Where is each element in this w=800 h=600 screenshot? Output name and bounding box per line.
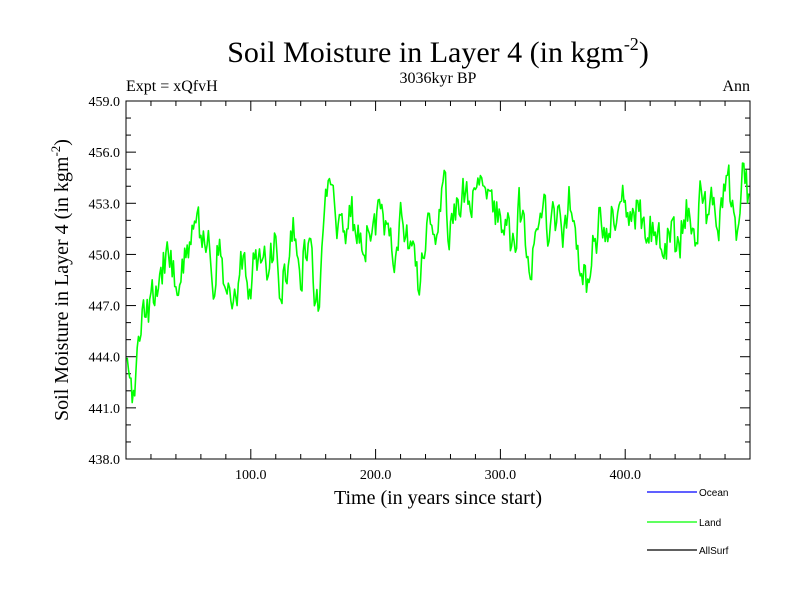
y-tick-label: 459.0	[89, 95, 121, 110]
plot-frame	[125, 100, 751, 460]
y-axis-label-text: Soil Moisture in Layer 4 (in kgm	[51, 156, 73, 421]
axis-tick-labels: 438.0 441.0 444.0 447.0 450.0 453.0 456.0 459.0…	[89, 95, 641, 483]
land-series-line	[126, 162, 750, 404]
y-tick-label: 438.0	[89, 453, 121, 468]
legend-label-ocean: Ocean	[699, 488, 728, 499]
chart-title-text: Soil Moisture in Layer 4 (in kgm	[227, 36, 624, 69]
legend-label-allsurf: AllSurf	[699, 546, 729, 557]
experiment-label: Expt = xQfvH	[126, 78, 218, 95]
axis-ticks	[126, 100, 750, 460]
legend: Ocean Land AllSurf	[647, 488, 729, 557]
y-axis-label-close: )	[51, 139, 73, 146]
y-tick-label: 447.0	[89, 300, 121, 315]
x-axis-label: Time (in years since start)	[334, 487, 542, 509]
x-tick-label: 400.0	[609, 468, 641, 483]
legend-label-land: Land	[699, 518, 721, 529]
y-tick-label: 441.0	[89, 402, 121, 417]
chart-subtitle: 3036kyr BP	[400, 70, 477, 87]
y-tick-label: 456.0	[89, 146, 121, 161]
y-axis-label: Soil Moisture in Layer 4 (in kgm-2)	[48, 139, 73, 421]
x-tick-label: 200.0	[360, 468, 392, 483]
y-tick-label: 450.0	[89, 248, 121, 263]
season-label: Ann	[722, 78, 750, 95]
chart-title: Soil Moisture in Layer 4 (in kgm-2)	[227, 34, 649, 69]
chart-title-close: )	[639, 36, 649, 69]
y-tick-label: 453.0	[89, 197, 121, 212]
y-axis-label-sup: -2	[48, 146, 63, 157]
chart-title-sup: -2	[624, 34, 639, 54]
x-tick-label: 300.0	[485, 468, 517, 483]
y-tick-label: 444.0	[89, 351, 121, 366]
x-tick-label: 100.0	[235, 468, 267, 483]
